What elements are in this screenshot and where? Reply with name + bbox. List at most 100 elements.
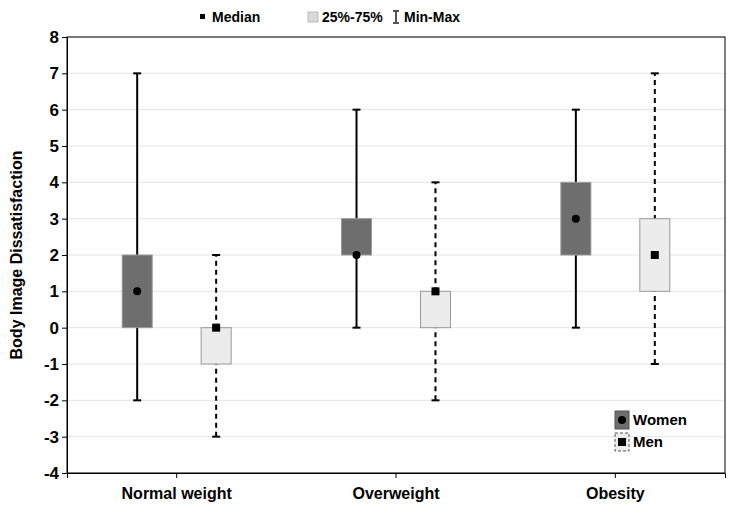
x-tick-mark — [396, 473, 397, 478]
whisker-cap-min — [133, 399, 141, 401]
y-tick-label: -3 — [44, 428, 59, 447]
y-tick: 0 — [50, 319, 67, 338]
legend-item: Median — [200, 9, 260, 25]
legend-item: Men — [615, 433, 663, 451]
stat-legend: Median 25%-75% Min-Max — [200, 9, 460, 25]
whisker-cap-min — [431, 399, 439, 401]
whisker-cap-min — [353, 327, 361, 329]
y-tick-label: 6 — [50, 101, 59, 120]
y-tick: 2 — [50, 246, 67, 265]
x-axis: Normal weight Overweight Obesity — [68, 473, 726, 502]
median-marker — [212, 324, 220, 332]
box — [640, 219, 670, 292]
y-axis: -4 -3 -2 -1 0 1 2 3 4 5 6 7 8 — [44, 28, 68, 483]
legend-item: Women — [615, 411, 687, 429]
median-marker — [572, 215, 580, 223]
whisker-cap-min — [212, 436, 220, 438]
y-tick-label: 8 — [50, 28, 59, 47]
x-tick-label: Normal weight — [122, 485, 233, 502]
y-tick-label: 0 — [50, 319, 59, 338]
grid-line — [67, 146, 725, 147]
y-tick-mark — [62, 146, 67, 147]
x-tick: Obesity — [586, 473, 645, 502]
y-tick-mark — [62, 364, 67, 365]
legend-symbol — [393, 11, 399, 23]
y-tick-mark — [62, 73, 67, 74]
y-tick-mark — [62, 328, 67, 329]
boxes — [122, 73, 670, 436]
y-tick-mark — [62, 37, 67, 38]
median-marker — [353, 251, 361, 259]
legend-symbol — [615, 433, 629, 451]
series-1 — [201, 73, 670, 436]
y-tick-label: 2 — [50, 246, 59, 265]
legend: Women Men — [615, 411, 687, 451]
y-tick-mark — [62, 437, 67, 438]
y-tick-label: 7 — [50, 64, 59, 83]
median-marker — [651, 251, 659, 259]
y-tick-label: -2 — [44, 391, 59, 410]
x-tick-label: Obesity — [586, 485, 645, 502]
y-tick: 4 — [50, 173, 67, 192]
whisker-cap-max — [353, 109, 361, 111]
box — [561, 182, 591, 255]
y-tick: -2 — [44, 391, 67, 410]
whisker-cap-max — [651, 72, 659, 74]
y-tick-label: -4 — [44, 464, 60, 483]
legend-label: 25%-75% — [322, 9, 383, 25]
y-tick: 7 — [50, 64, 67, 83]
legend-marker — [618, 416, 626, 424]
y-tick-mark — [62, 473, 67, 474]
legend-item: 25%-75% — [308, 9, 383, 25]
y-tick-label: 4 — [50, 173, 60, 192]
box — [342, 219, 372, 255]
y-tick-mark — [62, 182, 67, 183]
y-tick: -3 — [44, 428, 67, 447]
grid-line — [67, 109, 725, 110]
grid-line — [67, 400, 725, 401]
grid-line — [67, 182, 725, 183]
y-tick: -4 — [44, 464, 67, 483]
y-tick-mark — [62, 400, 67, 401]
whisker-cap-min — [572, 327, 580, 329]
grid-line — [67, 218, 725, 219]
box — [420, 291, 450, 327]
x-tick-label: Overweight — [352, 485, 440, 502]
legend-label: Min-Max — [404, 9, 460, 25]
whisker-cap-max — [431, 181, 439, 183]
y-tick-label: 1 — [50, 282, 59, 301]
grid-line — [67, 364, 725, 365]
grid — [67, 37, 725, 473]
grid-line — [67, 291, 725, 292]
legend-label: Men — [633, 433, 663, 450]
y-tick-label: -1 — [44, 355, 59, 374]
whisker-cap-min — [651, 363, 659, 365]
y-tick: 1 — [50, 282, 67, 301]
whisker-cap-max — [572, 109, 580, 111]
box — [122, 255, 152, 328]
whisker-cap-max — [212, 254, 220, 256]
x-tick: Normal weight — [122, 473, 233, 502]
y-tick-mark — [62, 255, 67, 256]
y-tick-mark — [62, 219, 67, 220]
x-tick-mark — [176, 473, 177, 478]
legend-symbol — [308, 12, 318, 22]
box — [201, 328, 231, 364]
legend-symbol — [615, 411, 629, 429]
legend-marker — [618, 438, 626, 446]
grid-line — [67, 73, 725, 74]
y-tick: 8 — [50, 28, 67, 47]
y-tick-label: 3 — [50, 210, 59, 229]
chart: -4 -3 -2 -1 0 1 2 3 4 5 6 7 8 Normal weight Overweight… — [0, 0, 735, 519]
y-tick-label: 5 — [50, 137, 59, 156]
legend-label: Women — [633, 411, 687, 428]
y-tick: -1 — [44, 355, 67, 374]
y-tick-mark — [62, 110, 67, 111]
whisker — [136, 73, 138, 400]
series-0 — [122, 73, 591, 400]
y-axis-line — [62, 38, 68, 474]
x-axis-line — [68, 474, 726, 479]
median-marker — [133, 287, 141, 295]
plot-frame — [67, 37, 725, 473]
grid-line — [67, 255, 725, 256]
